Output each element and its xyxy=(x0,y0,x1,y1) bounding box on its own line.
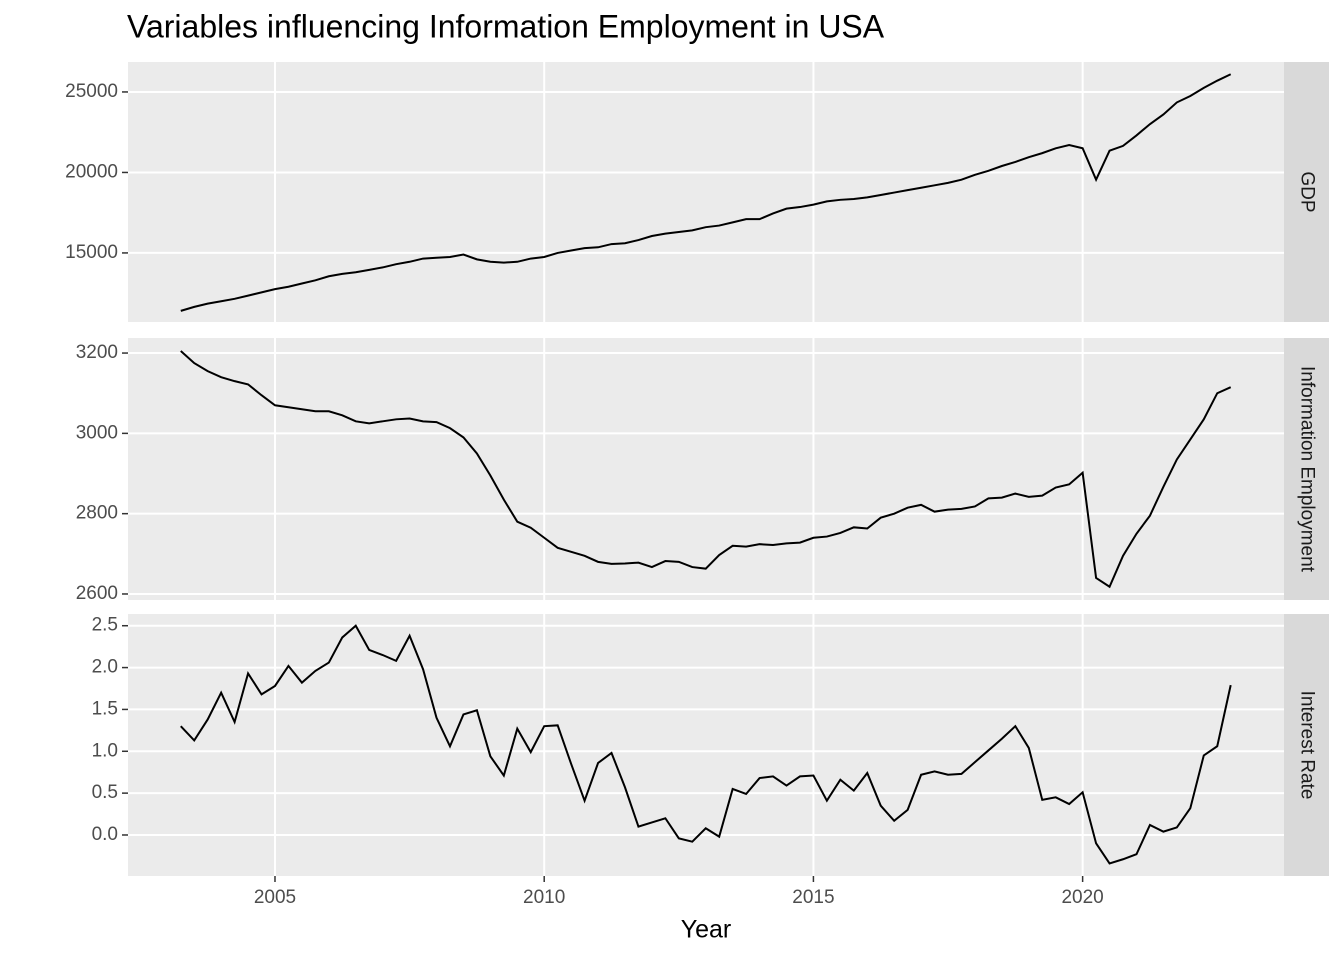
data-line xyxy=(180,73,1232,312)
y-tick-label: 0.5 xyxy=(92,782,118,803)
y-tick-label: 3200 xyxy=(76,342,118,363)
y-tick-label: 2.0 xyxy=(92,657,118,678)
y-tick-label: 2800 xyxy=(76,503,118,524)
facet-strip xyxy=(1284,614,1329,876)
x-tick-label: 2015 xyxy=(792,887,834,908)
panel-background xyxy=(128,338,1284,600)
chart-title: Variables influencing Information Employ… xyxy=(127,8,885,44)
facet-label: Interest Rate xyxy=(1296,691,1317,800)
y-tick-label: 1.0 xyxy=(92,740,118,761)
y-tick-label: 0.0 xyxy=(92,824,118,845)
y-tick-label: 2.5 xyxy=(92,615,118,636)
y-tick-label: 2600 xyxy=(76,583,118,604)
facet-label: GDP xyxy=(1296,171,1317,212)
y-tick-label: 3000 xyxy=(76,422,118,443)
data-line xyxy=(180,624,1232,865)
x-tick-label: 2010 xyxy=(523,887,565,908)
x-axis-label: Year xyxy=(681,916,732,944)
data-line xyxy=(180,350,1232,589)
facet-strip xyxy=(1284,62,1329,322)
y-tick-label: 1.5 xyxy=(92,698,118,719)
x-tick-label: 2020 xyxy=(1061,887,1103,908)
x-tick-label: 2005 xyxy=(254,887,296,908)
facet-label: Information Employment xyxy=(1296,366,1317,573)
y-tick-label: 25000 xyxy=(65,81,118,102)
y-tick-label: 20000 xyxy=(65,161,118,182)
facet-strip xyxy=(1284,338,1329,600)
panel-background xyxy=(128,614,1284,876)
y-tick-label: 15000 xyxy=(65,242,118,263)
